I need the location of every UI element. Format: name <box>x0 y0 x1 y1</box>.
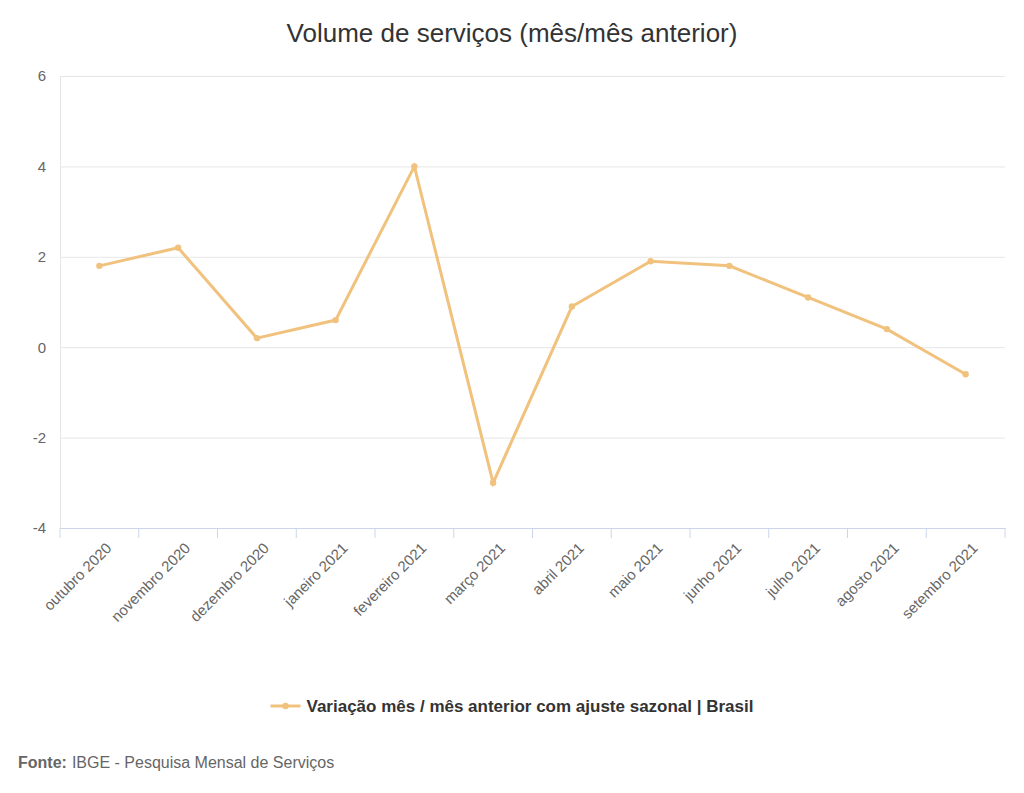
x-axis: outubro 2020novembro 2020dezembro 2020ja… <box>40 528 1005 625</box>
legend-item: Variação mês / mês anterior com ajuste s… <box>271 697 754 716</box>
x-tick-label: junho 2021 <box>679 539 744 604</box>
category-divider <box>138 528 139 538</box>
series-line <box>99 166 965 482</box>
y-tick: 2 <box>38 248 1005 265</box>
x-tick: dezembro 2020 <box>186 528 272 625</box>
category-divider <box>217 528 218 538</box>
point <box>411 163 417 169</box>
point <box>726 263 732 269</box>
chart: Volume de serviços (mês/mês anterior)-4-… <box>0 0 1024 793</box>
x-tick: abril 2021 <box>528 528 587 598</box>
category-divider <box>532 528 533 538</box>
source-text: IBGE - Pesquisa Mensal de Serviços <box>72 754 334 771</box>
category-divider <box>847 528 848 538</box>
category-divider <box>611 528 612 538</box>
y-tick-label: -2 <box>33 429 46 446</box>
category-divider <box>453 528 454 538</box>
y-tick: -2 <box>33 429 1005 446</box>
x-tick: fevereiro 2021 <box>350 528 430 619</box>
x-tick: novembro 2020 <box>108 528 194 625</box>
x-tick-label: janeiro 2021 <box>280 539 351 610</box>
category-divider <box>1005 528 1006 538</box>
grid-line <box>60 76 1005 77</box>
category-divider <box>296 528 297 538</box>
plot: -4 -2 0 2 4 6 outubro 2020novembro 2020dezembr… <box>33 67 1006 625</box>
grid-line <box>60 166 1005 167</box>
category-divider <box>375 528 376 538</box>
y-tick-label: 2 <box>38 248 46 265</box>
x-tick: março 2021 <box>440 528 508 607</box>
x-tick: julho 2021 <box>762 528 824 601</box>
x-tick: junho 2021 <box>679 528 744 604</box>
point <box>962 371 968 377</box>
source-label: Fonte: <box>18 754 67 771</box>
x-tick-label: setembro 2021 <box>898 539 981 622</box>
x-tick-label: maio 2021 <box>604 539 666 601</box>
legend: Variação mês / mês anterior com ajuste s… <box>271 697 754 716</box>
y-axis: -4 -2 0 2 4 6 <box>33 67 1005 536</box>
y-tick-label: 4 <box>38 158 46 175</box>
x-tick: janeiro 2021 <box>280 528 351 610</box>
category-divider <box>60 528 61 538</box>
x-tick-label: agosto 2021 <box>832 539 902 609</box>
legend-label: Variação mês / mês anterior com ajuste s… <box>307 697 754 716</box>
point <box>884 326 890 332</box>
marks <box>96 163 969 486</box>
x-tick: outubro 2020 <box>40 528 115 614</box>
x-tick-label: abril 2021 <box>528 539 587 598</box>
y-tick-label: -4 <box>33 519 46 536</box>
grid-line <box>60 347 1005 348</box>
title: Volume de serviços (mês/mês anterior) <box>287 18 738 48</box>
y-tick-label: 0 <box>38 339 46 356</box>
background <box>0 0 1024 793</box>
x-tick-label: novembro 2020 <box>108 539 194 625</box>
source: Fonte: IBGE - Pesquisa Mensal de Serviços <box>18 754 334 771</box>
x-tick: setembro 2021 <box>898 528 981 622</box>
point <box>254 335 260 341</box>
point <box>175 245 181 251</box>
x-tick-label: outubro 2020 <box>40 539 115 614</box>
category-divider <box>768 528 769 538</box>
grid-line <box>60 257 1005 258</box>
x-tick-label: dezembro 2020 <box>186 539 272 625</box>
point <box>96 263 102 269</box>
grid-line <box>60 438 1005 439</box>
y-tick: 0 <box>38 339 1005 356</box>
point <box>332 317 338 323</box>
y-axis-line <box>60 77 61 529</box>
x-tick: agosto 2021 <box>832 528 902 610</box>
x-tick-label: julho 2021 <box>762 539 824 601</box>
x-tick-label: março 2021 <box>440 539 508 607</box>
point <box>490 480 496 486</box>
category-divider <box>926 528 927 538</box>
point <box>569 303 575 309</box>
y-tick: -4 <box>33 519 1005 536</box>
legend-marker <box>282 703 288 709</box>
category-divider <box>690 528 691 538</box>
x-tick: maio 2021 <box>604 528 666 601</box>
point <box>805 294 811 300</box>
y-tick: 6 <box>38 67 1005 84</box>
y-tick: 4 <box>38 158 1005 175</box>
x-tick-label: fevereiro 2021 <box>350 539 430 619</box>
y-tick-label: 6 <box>38 67 46 84</box>
point <box>647 258 653 264</box>
